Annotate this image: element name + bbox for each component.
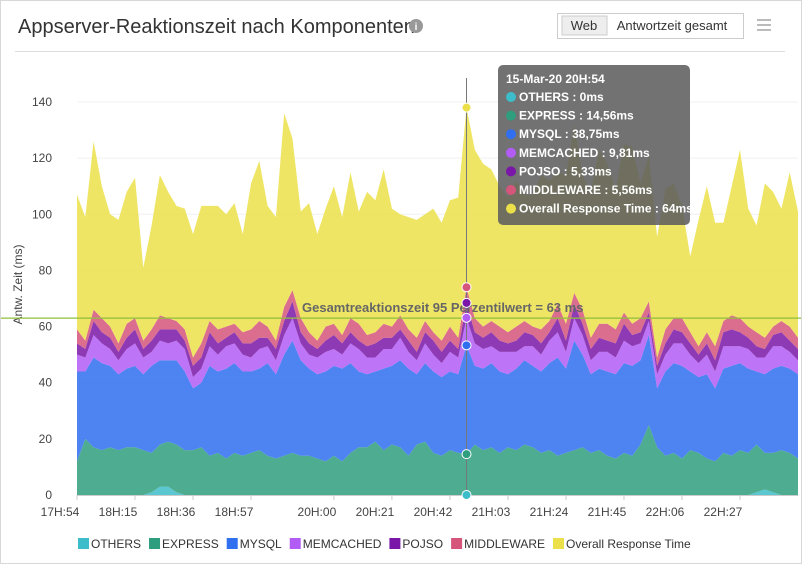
info-icon[interactable]: i (409, 19, 423, 33)
legend-label[interactable]: Overall Response Time (566, 537, 691, 551)
hover-marker (461, 282, 472, 293)
y-tick-label: 100 (32, 207, 52, 221)
x-tick-label: 20H:42 (414, 505, 453, 519)
tooltip: 15-Mar-20 20H:54 OTHERS : 0ms EXPRESS : 14… (498, 65, 693, 225)
tooltip-item: MYSQL : 38,75ms (519, 127, 620, 141)
toggle-active[interactable] (561, 15, 608, 36)
hover-marker (461, 297, 472, 308)
area (77, 317, 798, 389)
toggle-total[interactable]: Antwortzeit gesamt (617, 18, 728, 33)
legend-label[interactable]: EXPRESS (162, 537, 219, 551)
hover-marker (461, 340, 472, 351)
legend-label[interactable]: MEMCACHED (303, 537, 382, 551)
widget-title: Appserver-Reaktionszeit nach Komponenten (18, 16, 415, 38)
tooltip-item: POJSO : 5,33ms (519, 164, 612, 178)
menu-icon[interactable] (757, 19, 771, 31)
tooltip-dot (506, 92, 516, 102)
legend-label[interactable]: OTHERS (91, 537, 141, 551)
x-tick-label: 21H:24 (530, 505, 569, 519)
y-tick-label: 0 (45, 488, 52, 502)
hover-marker (461, 490, 472, 500)
tooltip-item: MIDDLEWARE : 5,56ms (519, 183, 653, 197)
x-tick-label: 18H:15 (99, 505, 138, 519)
x-tick-label: 21H:03 (472, 505, 511, 519)
legend-label[interactable]: MYSQL (240, 537, 282, 551)
legend-swatch[interactable] (289, 538, 301, 549)
svg-text:i: i (415, 22, 418, 33)
x-tick-label: 22H:27 (704, 505, 743, 519)
tooltip-item: Overall Response Time : 64ms (519, 202, 693, 216)
tooltip-dot (506, 185, 516, 195)
legend-swatch[interactable] (451, 538, 463, 549)
legend-label[interactable]: POJSO (402, 537, 443, 551)
y-axis-title: Antw. Zeit (ms) (11, 244, 25, 324)
legend-swatch[interactable] (553, 538, 564, 549)
x-tick-label: 17H:54 (41, 505, 80, 519)
x-tick-label: 20H:00 (298, 505, 337, 519)
hover-marker (461, 102, 472, 113)
legend-label[interactable]: MIDDLEWARE (464, 537, 545, 551)
area (77, 424, 798, 495)
legend-swatch[interactable] (149, 538, 161, 549)
y-tick-label: 60 (39, 320, 53, 334)
tooltip-dot (506, 110, 516, 121)
legend-swatch[interactable] (226, 538, 238, 549)
x-tick-label: 18H:57 (215, 505, 254, 519)
tooltip-item: EXPRESS : 14,56ms (519, 109, 634, 123)
percentile-label: Gesamtreaktionszeit 95 Perzentilwert = 6… (302, 300, 583, 315)
y-tick-label: 40 (39, 376, 53, 390)
y-tick-label: 120 (32, 151, 52, 165)
tooltip-title: 15-Mar-20 20H:54 (506, 72, 605, 86)
tooltip-item: OTHERS : 0ms (519, 90, 604, 104)
x-tick-label: 18H:36 (157, 505, 196, 519)
area (77, 107, 798, 358)
tooltip-dot (506, 203, 516, 214)
x-tick-label: 22H:06 (646, 505, 685, 519)
x-tick-label: 20H:21 (356, 505, 395, 519)
tooltip-item: MEMCACHED : 9,81ms (519, 146, 650, 160)
tooltip-dot (506, 129, 516, 140)
hover-marker (461, 449, 472, 460)
hover-marker (461, 312, 472, 323)
toggle-web[interactable]: Web (571, 18, 598, 33)
legend-swatch[interactable] (389, 538, 401, 549)
area (77, 335, 798, 462)
tooltip-box (498, 65, 690, 225)
y-tick-label: 140 (32, 95, 52, 109)
y-tick-label: 80 (39, 263, 53, 277)
area (77, 486, 798, 495)
legend-swatch[interactable] (78, 538, 89, 549)
x-tick-label: 21H:45 (588, 505, 627, 519)
tooltip-dot (506, 147, 516, 158)
tooltip-dot (506, 166, 516, 177)
y-tick-label: 20 (39, 432, 53, 446)
